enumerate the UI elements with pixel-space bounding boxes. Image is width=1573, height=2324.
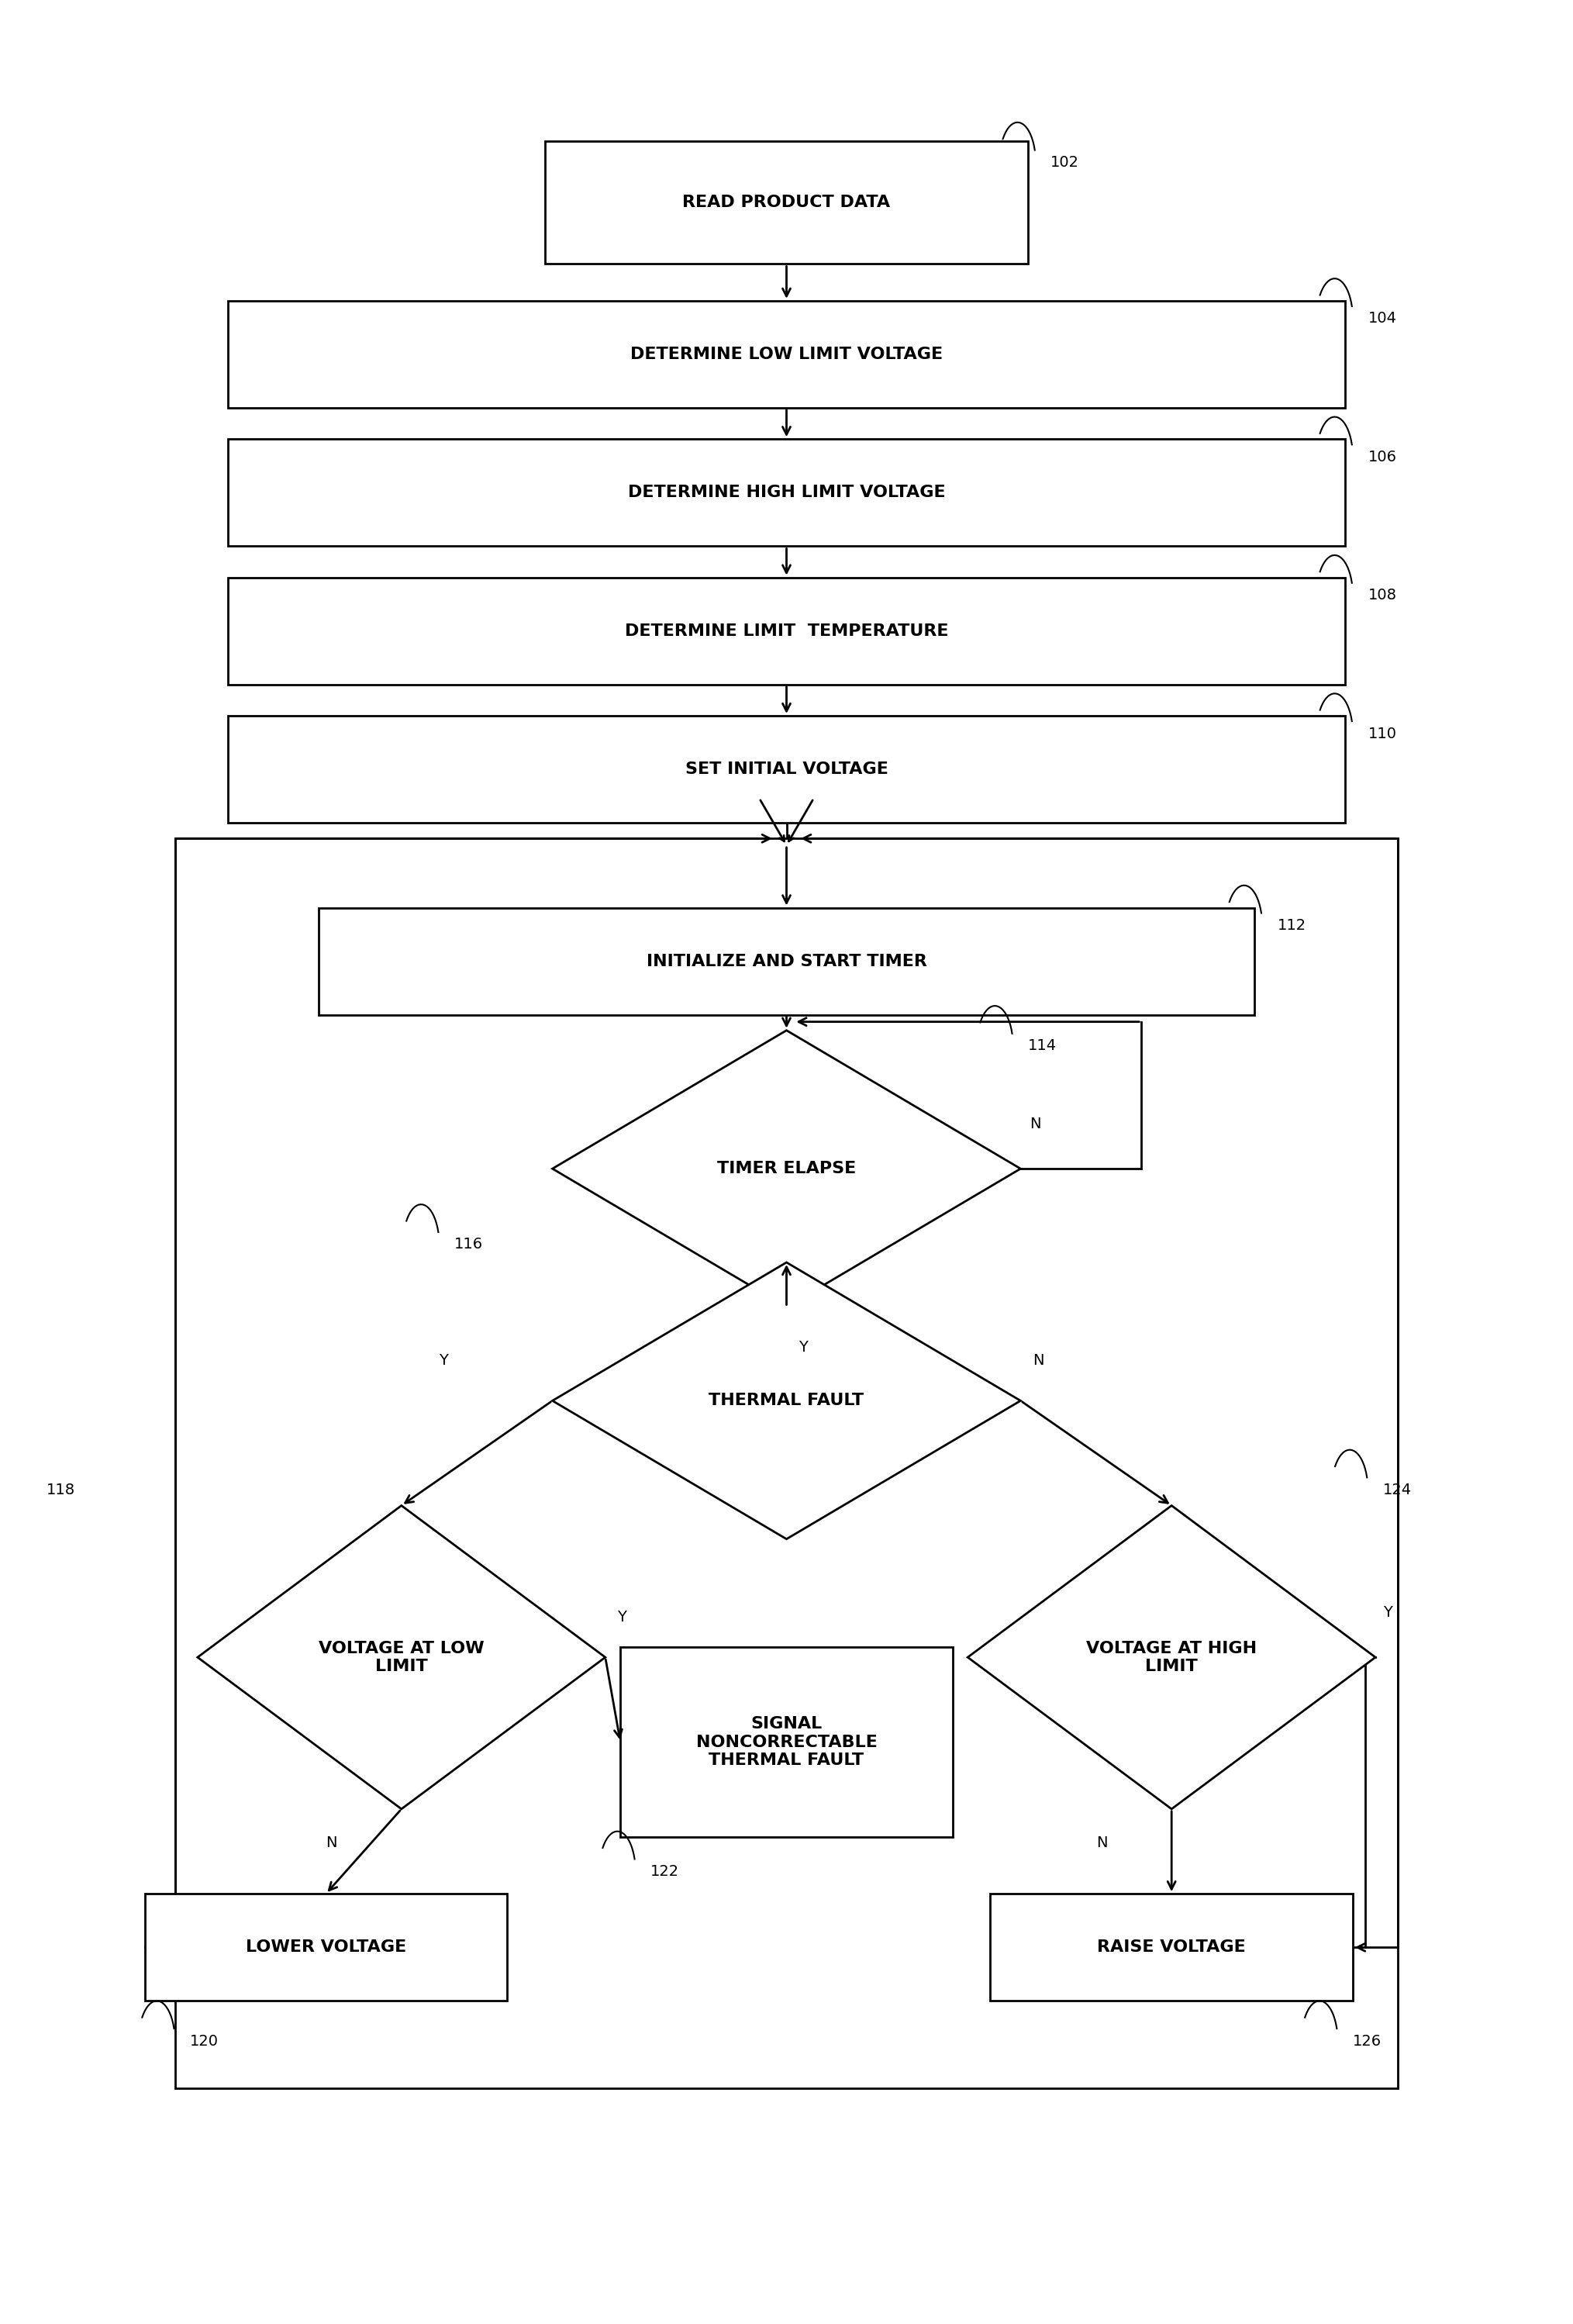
- Text: 116: 116: [455, 1236, 483, 1253]
- Text: N: N: [1032, 1353, 1044, 1369]
- Text: N: N: [1096, 1836, 1107, 1850]
- Polygon shape: [552, 1030, 1021, 1306]
- Text: 126: 126: [1353, 2033, 1381, 2047]
- Text: THERMAL FAULT: THERMAL FAULT: [709, 1392, 864, 1408]
- Text: Y: Y: [439, 1353, 448, 1369]
- Text: LOWER VOLTAGE: LOWER VOLTAGE: [245, 1941, 406, 1954]
- Text: 106: 106: [1369, 449, 1397, 465]
- Bar: [228, 576, 1345, 686]
- Text: VOLTAGE AT LOW
LIMIT: VOLTAGE AT LOW LIMIT: [319, 1641, 484, 1673]
- Text: TIMER ELAPSE: TIMER ELAPSE: [717, 1162, 856, 1176]
- Text: SIGNAL
NONCORRECTABLE
THERMAL FAULT: SIGNAL NONCORRECTABLE THERMAL FAULT: [695, 1717, 878, 1769]
- Text: 108: 108: [1369, 588, 1397, 602]
- Text: Y: Y: [1383, 1606, 1392, 1620]
- Text: SET INITIAL VOLTAGE: SET INITIAL VOLTAGE: [684, 762, 889, 776]
- Text: INITIALIZE AND START TIMER: INITIALIZE AND START TIMER: [647, 953, 926, 969]
- Text: Y: Y: [617, 1611, 626, 1624]
- Text: DETERMINE HIGH LIMIT VOLTAGE: DETERMINE HIGH LIMIT VOLTAGE: [628, 486, 945, 500]
- Text: 102: 102: [1051, 156, 1079, 170]
- Text: 118: 118: [47, 1483, 76, 1497]
- Text: 114: 114: [1029, 1039, 1057, 1053]
- Bar: [228, 716, 1345, 823]
- Text: Y: Y: [799, 1341, 809, 1355]
- Bar: [175, 839, 1398, 2087]
- Text: 124: 124: [1383, 1483, 1411, 1497]
- Bar: [620, 1648, 953, 1836]
- Bar: [228, 439, 1345, 546]
- Bar: [145, 1894, 507, 2001]
- Text: 104: 104: [1369, 311, 1397, 325]
- Text: DETERMINE LOW LIMIT VOLTAGE: DETERMINE LOW LIMIT VOLTAGE: [631, 346, 942, 363]
- Text: N: N: [326, 1836, 337, 1850]
- Bar: [228, 300, 1345, 409]
- Text: 122: 122: [651, 1864, 680, 1878]
- Text: N: N: [1030, 1118, 1041, 1132]
- Text: 120: 120: [190, 2033, 219, 2047]
- Text: 112: 112: [1277, 918, 1306, 932]
- Text: RAISE VOLTAGE: RAISE VOLTAGE: [1098, 1941, 1246, 1954]
- Text: READ PRODUCT DATA: READ PRODUCT DATA: [683, 195, 890, 211]
- Bar: [318, 909, 1255, 1016]
- Text: 110: 110: [1369, 727, 1397, 741]
- Polygon shape: [198, 1506, 606, 1808]
- Text: DETERMINE LIMIT  TEMPERATURE: DETERMINE LIMIT TEMPERATURE: [624, 623, 949, 639]
- Bar: [991, 1894, 1353, 2001]
- Polygon shape: [967, 1506, 1375, 1808]
- Text: VOLTAGE AT HIGH
LIMIT: VOLTAGE AT HIGH LIMIT: [1087, 1641, 1257, 1673]
- Polygon shape: [552, 1262, 1021, 1538]
- Bar: [544, 142, 1029, 265]
